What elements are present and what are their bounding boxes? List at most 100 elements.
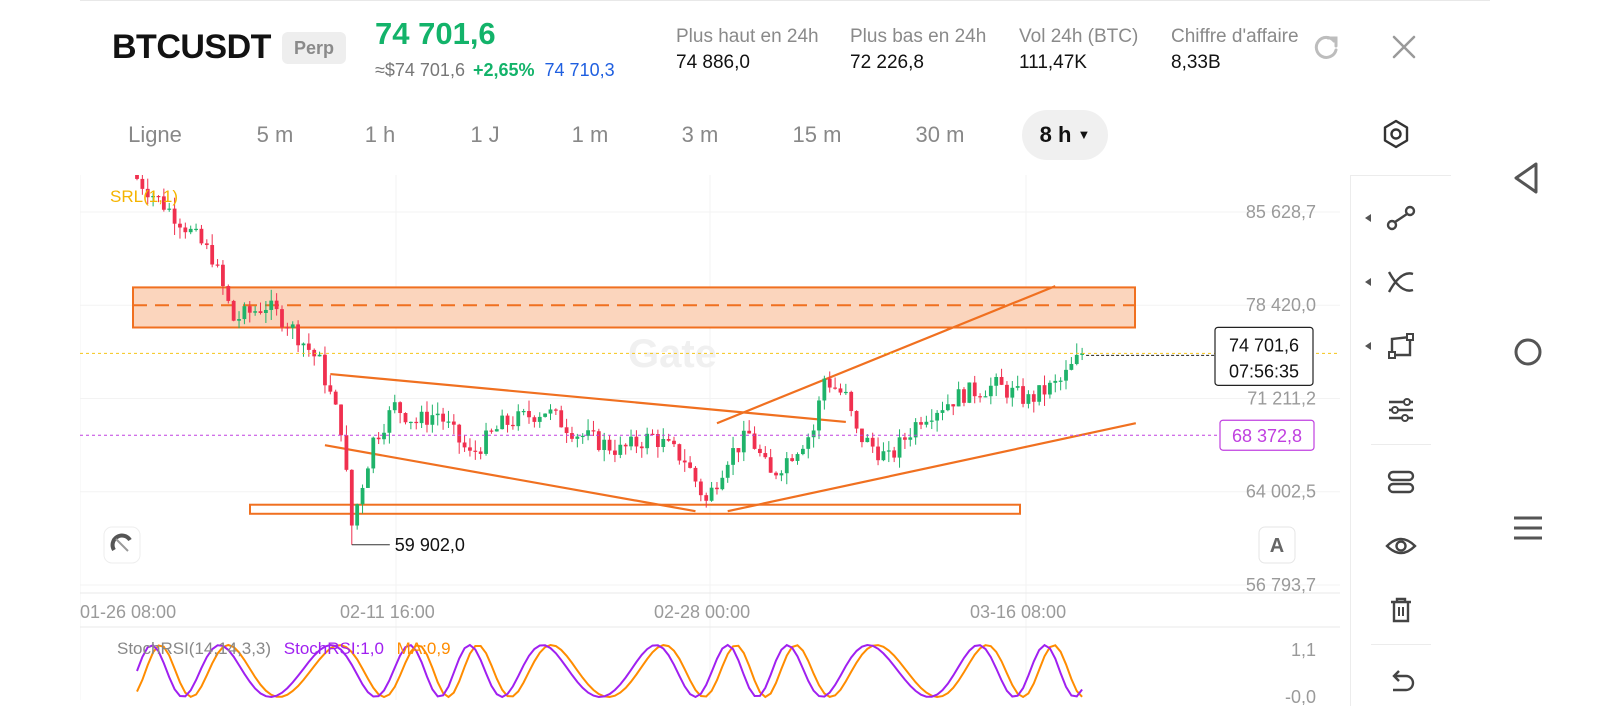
- candle-body: [317, 354, 322, 357]
- candle-body: [983, 396, 988, 398]
- candle-body: [231, 300, 236, 321]
- refresh-icon[interactable]: [1309, 30, 1343, 64]
- candle: [972, 375, 977, 404]
- recents-nav-icon[interactable]: [1508, 508, 1548, 548]
- stat-high-value: 74 886,0: [676, 52, 750, 73]
- candle: [548, 404, 553, 421]
- drawing-visibility-toggle[interactable]: [103, 526, 141, 564]
- candle-body: [151, 195, 156, 198]
- home-nav-icon[interactable]: [1508, 332, 1548, 372]
- candle: [360, 484, 365, 514]
- candle: [484, 422, 488, 456]
- drawing-toolbar: [1350, 175, 1451, 706]
- price-tick-label: 78 420,0: [1246, 295, 1316, 315]
- candle: [763, 446, 768, 459]
- candle-body: [988, 385, 993, 397]
- candle: [800, 445, 805, 456]
- candle: [231, 299, 236, 322]
- interval-1m[interactable]: 1 m: [571, 122, 609, 147]
- settings-hexagon-icon[interactable]: [1378, 116, 1414, 152]
- candle-body: [602, 439, 607, 451]
- trend-line-icon[interactable]: [1383, 200, 1419, 236]
- candle-body: [618, 444, 623, 455]
- interval-15m[interactable]: 15 m: [792, 122, 842, 147]
- candle: [135, 165, 139, 181]
- expand-caret-icon[interactable]: [1365, 214, 1371, 222]
- candle: [698, 478, 703, 502]
- candle-body: [178, 223, 182, 228]
- interval-1h[interactable]: 1 h: [364, 122, 396, 147]
- candle-body: [666, 438, 671, 441]
- candle-body: [779, 473, 784, 476]
- candle-body: [221, 264, 225, 287]
- interval-line[interactable]: Ligne: [128, 122, 182, 147]
- candle-body: [548, 409, 553, 414]
- candle-body: [473, 450, 478, 452]
- candle-body: [215, 264, 220, 266]
- candle: [527, 400, 531, 424]
- auto-scale-button[interactable]: A: [1258, 526, 1296, 564]
- candle-body: [210, 245, 215, 265]
- visibility-eye-icon[interactable]: [1383, 528, 1419, 564]
- stoch-tick-label: -0,0: [1285, 687, 1316, 705]
- candle: [806, 433, 811, 459]
- candle: [817, 396, 821, 440]
- interval-5m[interactable]: 5 m: [256, 122, 294, 147]
- stoch-title: StochRSI(14,14,3,3): [117, 639, 271, 658]
- candle: [151, 192, 156, 207]
- expand-caret-icon[interactable]: [1365, 342, 1371, 350]
- candle: [994, 373, 999, 397]
- candle: [511, 416, 515, 430]
- candle: [983, 390, 988, 398]
- candle-body: [494, 429, 499, 432]
- candle-body: [956, 389, 961, 407]
- mark-price-box: [1219, 419, 1315, 451]
- candle: [1037, 385, 1042, 406]
- fib-lines-icon[interactable]: [1383, 264, 1419, 300]
- close-icon[interactable]: [1387, 30, 1421, 64]
- candle-body: [629, 436, 633, 447]
- candle-body: [204, 243, 209, 246]
- candle: [1042, 375, 1047, 406]
- candle-body: [913, 422, 918, 438]
- candle-body: [758, 448, 762, 454]
- candle-body: [709, 487, 714, 501]
- candle: [1064, 360, 1068, 390]
- symbol-title[interactable]: BTCUSDT: [112, 28, 271, 66]
- multi-tool-icon[interactable]: [1383, 464, 1419, 500]
- candle: [827, 371, 832, 393]
- interval-8h-label: 8 h: [1039, 122, 1072, 147]
- candle: [269, 289, 274, 320]
- stoch-legend: StochRSI(14,14,3,3) StochRSI:1,0 MA:0,9: [117, 639, 451, 658]
- watermark-logo: Gate: [628, 332, 717, 376]
- candle-body: [881, 451, 886, 461]
- settings-sliders-icon[interactable]: [1383, 392, 1419, 428]
- candle-body: [741, 430, 746, 453]
- candle-body: [886, 450, 891, 452]
- time-tick-label: 01-26 08:00: [80, 602, 176, 622]
- candle: [140, 173, 145, 195]
- interval-8h[interactable]: 8 h ▼: [1022, 110, 1108, 160]
- candle: [145, 178, 150, 205]
- candle-body: [194, 228, 198, 231]
- candle: [779, 470, 784, 482]
- time-tick-label: 02-28 00:00: [654, 602, 750, 622]
- candle-body: [994, 376, 999, 386]
- candle: [790, 454, 795, 462]
- trash-icon[interactable]: [1383, 592, 1419, 628]
- back-nav-icon[interactable]: [1508, 158, 1548, 198]
- candle: [978, 393, 982, 403]
- candle: [344, 425, 349, 472]
- candle: [215, 259, 220, 268]
- candle-body: [790, 458, 795, 461]
- expand-caret-icon[interactable]: [1365, 278, 1371, 286]
- interval-30m[interactable]: 30 m: [915, 122, 965, 147]
- trend-drawings[interactable]: [132, 285, 1137, 515]
- interval-3m[interactable]: 3 m: [681, 122, 719, 147]
- shape-icon[interactable]: [1383, 328, 1419, 364]
- channel-lower-line: [727, 422, 1137, 513]
- interval-1d[interactable]: 1 J: [470, 122, 500, 147]
- undo-icon[interactable]: [1383, 664, 1419, 700]
- candle: [382, 423, 386, 445]
- price-chart[interactable]: Gate 59 902,0 85 628,7 78 420,0 71 211,2 64…: [79, 165, 1350, 707]
